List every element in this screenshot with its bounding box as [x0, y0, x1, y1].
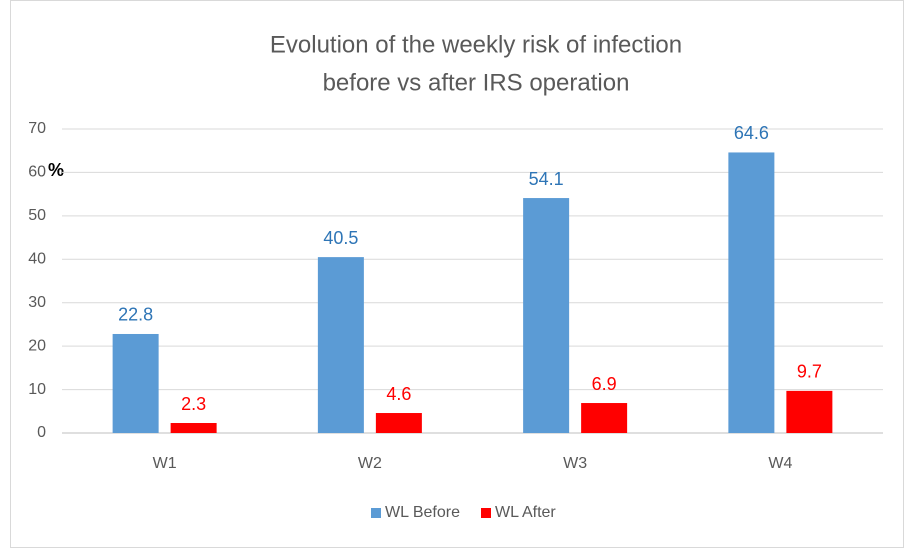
legend-swatch	[371, 508, 381, 518]
bar	[523, 198, 570, 433]
x-tick-label: W1	[153, 455, 177, 472]
data-label: 22.8	[118, 305, 153, 325]
y-tick-label: 20	[28, 337, 46, 354]
bar	[728, 152, 775, 434]
bar	[375, 413, 422, 433]
chart-title: Evolution of the weekly risk of infectio…	[270, 31, 682, 58]
data-label: 6.9	[592, 374, 617, 394]
data-label: 54.1	[529, 169, 564, 189]
x-tick-label: W4	[768, 455, 792, 472]
bar	[317, 257, 364, 433]
legend-label: WL Before	[385, 504, 460, 521]
data-label: 64.6	[734, 123, 769, 143]
chart-title: before vs after IRS operation	[323, 69, 630, 96]
legend-swatch	[481, 508, 491, 518]
x-tick-label: W2	[358, 455, 382, 472]
y-axis-label: %	[48, 160, 64, 180]
y-tick-label: 60	[28, 164, 46, 181]
y-tick-label: 0	[37, 424, 46, 441]
y-tick-label: 30	[28, 294, 46, 311]
data-label: 2.3	[181, 394, 206, 414]
bar	[112, 333, 159, 433]
y-tick-label: 10	[28, 381, 46, 398]
data-label: 9.7	[797, 362, 822, 382]
data-label: 4.6	[386, 384, 411, 404]
y-tick-label: 50	[28, 207, 46, 224]
x-tick-label: W3	[563, 455, 587, 472]
legend-label: WL After	[495, 504, 556, 521]
y-tick-label: 40	[28, 251, 46, 268]
bar	[786, 390, 833, 433]
y-tick-label: 70	[28, 120, 46, 137]
bar	[170, 423, 217, 433]
data-label: 40.5	[323, 228, 358, 248]
bar	[581, 403, 628, 433]
